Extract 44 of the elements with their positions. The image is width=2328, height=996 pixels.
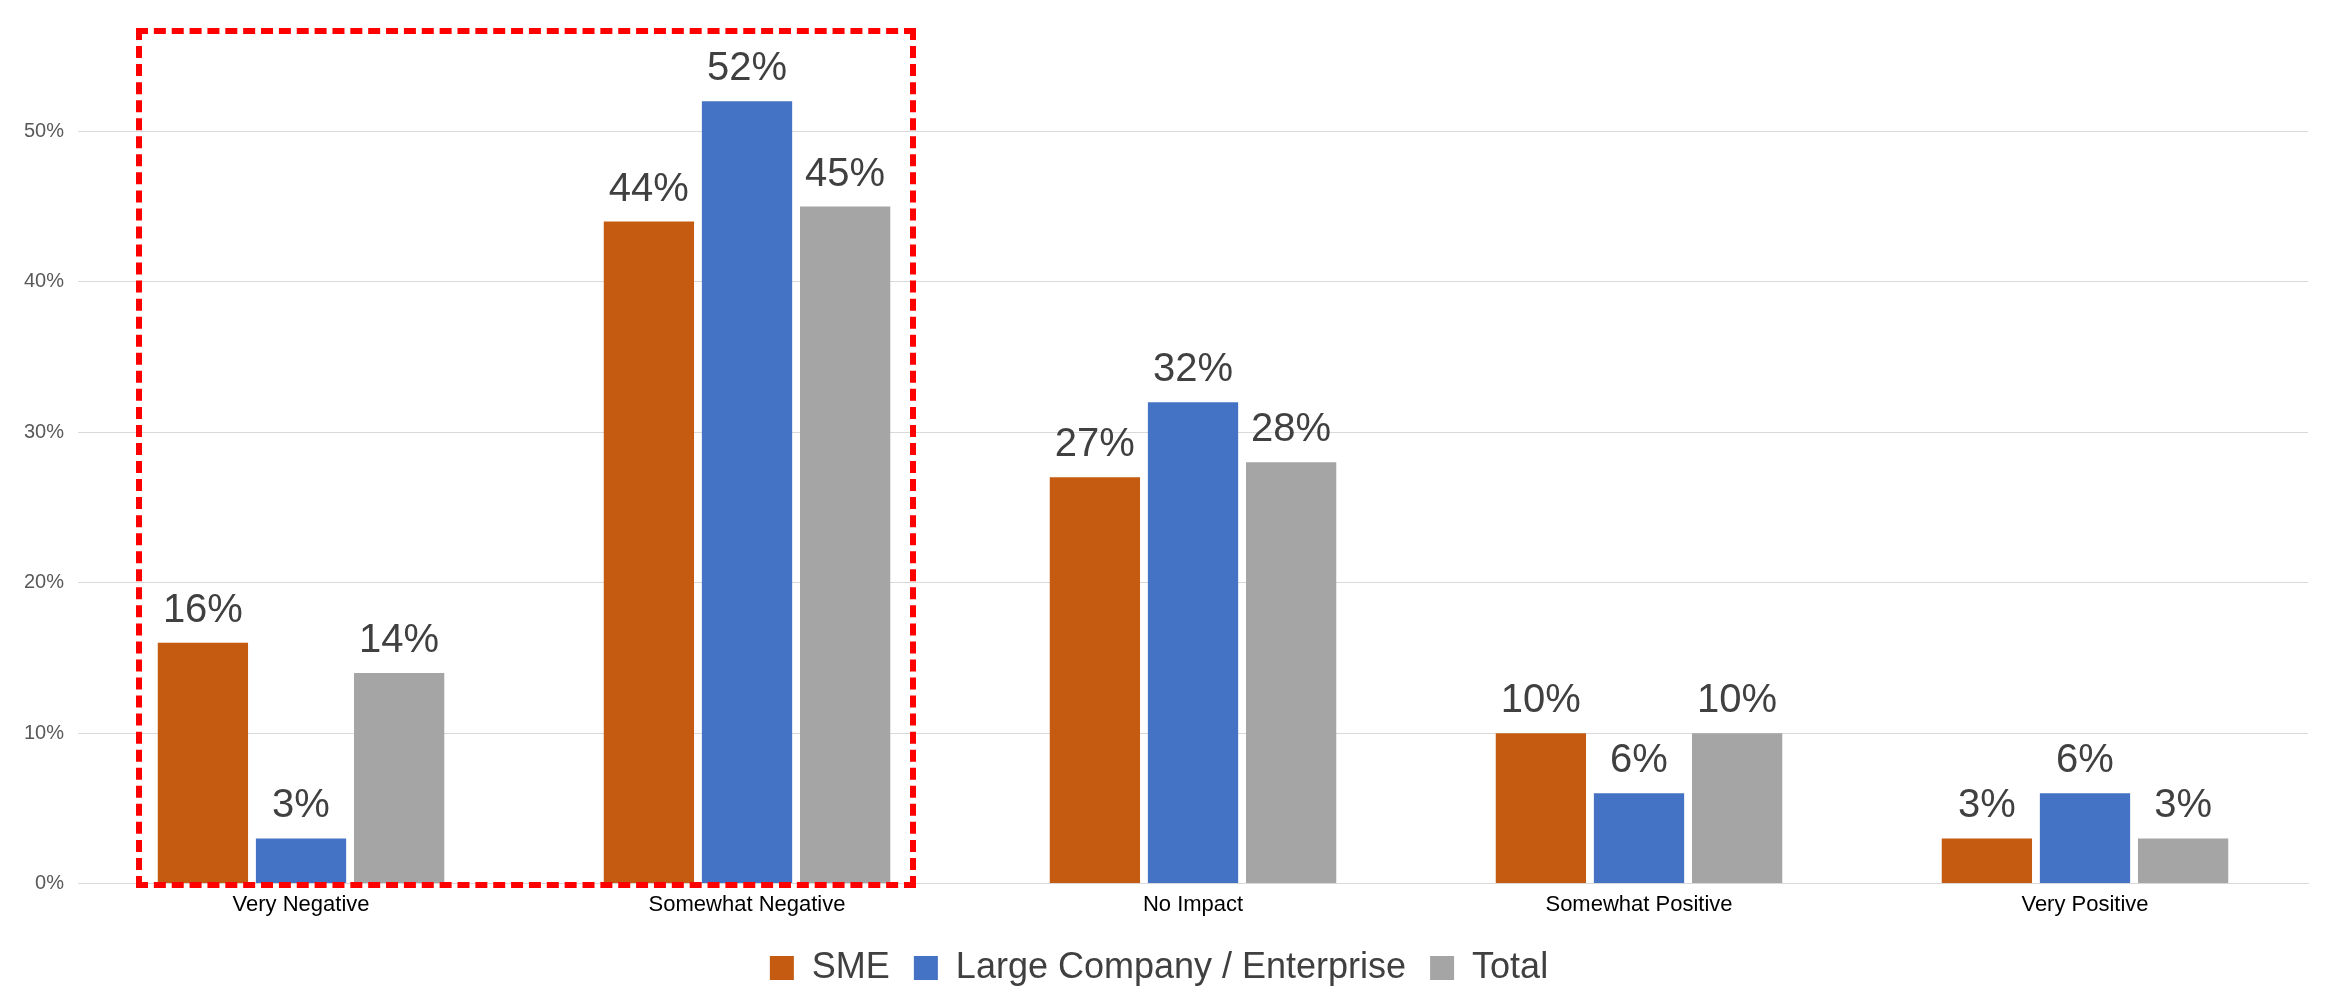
data-label: 44% [608,164,689,209]
data-label: 3% [2154,781,2213,826]
data-label: 28% [1251,405,1332,450]
legend-label: Large Company / Enterprise [955,944,1407,986]
y-tick-label: 0% [35,871,65,894]
y-tick-label: 10% [24,720,65,743]
data-label: 3% [272,781,330,826]
bar [2039,793,2131,884]
bar [157,642,249,884]
bar [1147,402,1239,884]
x-tick-label: Very Negative [232,890,370,916]
data-label: 10% [1697,676,1778,721]
legend-label: SME [811,944,890,986]
bar [701,101,793,884]
y-tick-label: 40% [24,269,65,292]
data-label: 10% [1500,676,1581,721]
bar [1495,733,1587,884]
bar [603,221,695,884]
x-tick-label: Somewhat Negative [648,890,846,916]
bar [800,206,891,884]
data-label: 14% [359,615,440,660]
data-label: 3% [1957,781,2016,826]
legend-label: Total [1472,944,1549,986]
data-label: 6% [2056,736,2114,781]
y-tick-label: 20% [24,570,65,593]
bar [1049,477,1141,884]
bar [2137,838,2229,884]
bar [255,838,347,884]
data-label: 6% [1610,736,1668,781]
data-label: 16% [162,585,243,630]
bar [354,672,445,884]
y-tick-label: 30% [24,419,65,442]
bar [1941,838,2033,884]
data-label: 27% [1054,420,1135,465]
data-label: 45% [805,149,886,194]
bar [1593,793,1685,884]
bar [1246,462,1337,884]
y-tick-label: 50% [24,118,65,141]
data-label: 32% [1152,345,1234,390]
bar [1691,733,1783,884]
x-tick-label: No Impact [1142,890,1244,916]
data-label: 52% [706,44,788,89]
x-tick-label: Somewhat Positive [1545,890,1733,916]
x-tick-label: Very Positive [2021,890,2149,916]
